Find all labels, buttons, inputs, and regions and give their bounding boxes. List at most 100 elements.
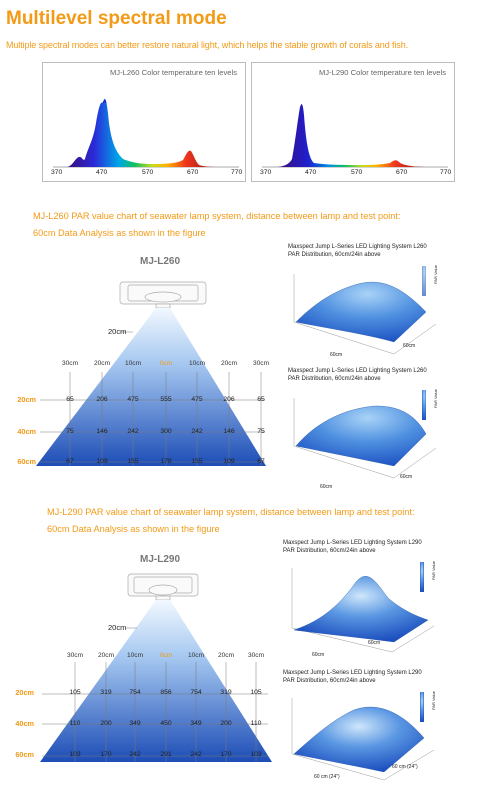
axis-label: 60cm: [330, 352, 343, 358]
surface-title-line: PAR Distribution, 60cm/24in above: [288, 251, 381, 258]
par-value-cell: 206: [223, 396, 235, 403]
surface-title-line: Maxspect Jump L-Series LED Lighting Syst…: [283, 670, 422, 676]
column-header: 10cm: [126, 652, 144, 659]
par-surface-plot: [293, 390, 437, 479]
tick: 470: [305, 169, 317, 176]
par-value-cell: 155: [127, 458, 139, 465]
row-label: 20cm: [15, 688, 34, 697]
par-value-cell: 475: [191, 396, 203, 403]
par-value-cell: 555: [160, 396, 172, 403]
legend-label: PAR Value: [430, 561, 436, 580]
axis-label: 60 cm (24"): [314, 774, 340, 780]
tick: 570: [142, 169, 154, 176]
par-value-cell: 109: [96, 458, 108, 465]
par-value-cell: 110: [69, 720, 81, 727]
par-value-cell: 146: [96, 428, 108, 435]
spectrum-title: MJ-L260 Color temperature ten levels: [109, 68, 237, 77]
par-value-cell: 65: [257, 396, 265, 403]
par-value-cell: 242: [190, 751, 202, 758]
column-header-center: 0cm: [159, 652, 173, 659]
legend-label: PAR Value: [430, 691, 436, 710]
heading-line: 60cm Data Analysis as shown in the figur…: [33, 228, 206, 238]
surface-title-line: PAR Distribution, 60cm/24in above: [288, 375, 381, 382]
par-value-cell: 349: [129, 720, 141, 727]
par-value-cell: 242: [127, 428, 139, 435]
axis-label: 60cm: [312, 652, 325, 658]
par-value-cell: 110: [250, 720, 262, 727]
column-header: 10cm: [124, 360, 142, 367]
par-value-cell: 242: [191, 428, 203, 435]
surface-title-line: Maxspect Jump L-Series LED Lighting Syst…: [288, 244, 427, 250]
row-label: 60cm: [15, 750, 34, 759]
row-label: 40cm: [15, 719, 34, 728]
surface-title-line: Maxspect Jump L-Series LED Lighting Syst…: [288, 368, 427, 374]
tick: 770: [440, 169, 452, 176]
axis-label: 60cm: [320, 484, 333, 490]
par-value-cell: 109: [223, 458, 235, 465]
column-header: 20cm: [220, 360, 238, 367]
column-header: 30cm: [66, 652, 84, 659]
par-value-cell: 170: [100, 751, 112, 758]
section-heading-l260: MJ-L260 PAR value chart of seawater lamp…: [33, 208, 401, 242]
tick: 370: [51, 169, 63, 176]
row-label: 20cm: [17, 395, 36, 404]
par-value-cell: 475: [127, 396, 139, 403]
axis-label: 60 cm (24"): [392, 764, 418, 770]
row-label: 40cm: [17, 427, 36, 436]
row-label: 60cm: [17, 457, 36, 466]
lamp-distance-label: 20cm: [108, 623, 127, 632]
par-value-cell: 319: [100, 689, 112, 696]
par-value-cell: 105: [250, 689, 262, 696]
par-surface-plot: [293, 266, 437, 355]
lamp-fixture-icon: [127, 573, 199, 601]
tick: 670: [187, 169, 199, 176]
par-value-cell: 242: [129, 751, 141, 758]
axis-label: 60cm: [400, 474, 413, 480]
lamp-label: MJ-L260: [140, 256, 181, 267]
par-value-cell: 206: [96, 396, 108, 403]
surface-title: Maxspect Jump L-Series LED Lighting Syst…: [288, 244, 427, 259]
page-subtitle: Multiple spectral modes can better resto…: [6, 40, 409, 50]
par-value-cell: 105: [69, 689, 81, 696]
column-header: 20cm: [97, 652, 115, 659]
par-value-cell: 178: [160, 458, 172, 465]
tick: 770: [231, 169, 243, 176]
section-heading-l290: MJ-L290 PAR value chart of seawater lamp…: [47, 504, 415, 538]
par-value-cell: 300: [160, 428, 172, 435]
par-value-cell: 146: [223, 428, 235, 435]
lamp-fixture-icon: [119, 281, 207, 309]
spectrum-panel-l290: MJ-L290 Color temperature ten levels 370…: [251, 62, 455, 182]
spectrum-panel-l260: MJ-L260 Color temperature ten levels 370…: [42, 62, 246, 182]
surface-title-line: PAR Distribution, 60cm/24in above: [283, 677, 376, 684]
spectrum-chart-l290: [262, 104, 448, 168]
tick: 370: [260, 169, 272, 176]
spectrum-chart-l260: [53, 98, 239, 168]
lamp-label: MJ-L290: [140, 554, 181, 565]
par-value-cell: 450: [160, 720, 172, 727]
par-value-cell: 754: [129, 689, 141, 696]
par-value-cell: 200: [100, 720, 112, 727]
tick: 570: [351, 169, 363, 176]
par-value-cell: 200: [220, 720, 232, 727]
par-value-cell: 319: [220, 689, 232, 696]
par-surface-plot: [291, 692, 435, 781]
axis-label: 60cm: [403, 343, 416, 349]
column-header: 30cm: [61, 360, 79, 367]
par-value-cell: 67: [257, 458, 265, 465]
surface-title: Maxspect Jump L-Series LED Lighting Syst…: [283, 540, 422, 555]
page-title: Multilevel spectral mode: [6, 8, 227, 29]
par-value-cell: 67: [66, 458, 74, 465]
par-value-cell: 170: [220, 751, 232, 758]
par-value-cell: 856: [160, 689, 172, 696]
surface-title-line: PAR Distribution, 60cm/24in above: [283, 547, 376, 554]
heading-line: MJ-L260 PAR value chart of seawater lamp…: [33, 211, 401, 221]
tick: 670: [396, 169, 408, 176]
heading-line: MJ-L290 PAR value chart of seawater lamp…: [47, 507, 415, 517]
tick: 470: [96, 169, 108, 176]
surface-title-line: Maxspect Jump L-Series LED Lighting Syst…: [283, 540, 422, 546]
column-header: 10cm: [187, 652, 205, 659]
par-value-cell: 75: [257, 428, 265, 435]
column-header-center: 0cm: [159, 360, 173, 367]
